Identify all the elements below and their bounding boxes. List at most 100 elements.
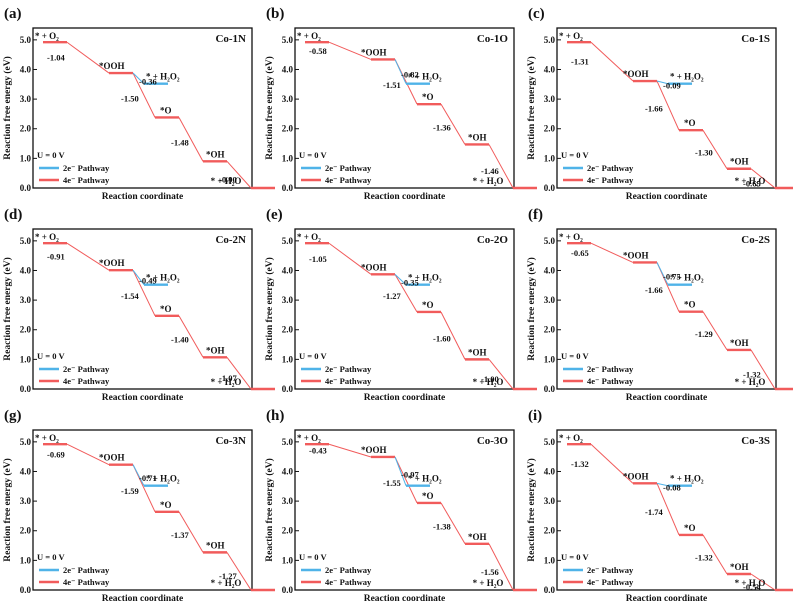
- step-4e-connector: [656, 483, 680, 536]
- potential-label: U = 0 V: [299, 351, 327, 361]
- step-4e-connector: [178, 511, 204, 553]
- delta-label: -1.00: [481, 374, 499, 384]
- legend-label-2e: 2e⁻ Pathway: [63, 163, 110, 173]
- delta-label: -1.05: [309, 254, 327, 264]
- x-axis-title: Reaction coordinate: [626, 594, 708, 604]
- legend-label-4e: 4e⁻ Pathway: [63, 175, 110, 185]
- delta-label: -1.66: [645, 285, 663, 295]
- x-axis-title: Reaction coordinate: [102, 393, 184, 403]
- delta-label: -1.50: [121, 93, 139, 103]
- species-label-o2: * + O₂: [559, 232, 583, 242]
- panel-letter: (e): [266, 207, 283, 223]
- y-tick-label: 5.0: [20, 35, 32, 45]
- y-tick-label: 2.0: [20, 526, 32, 536]
- delta-label: -1.37: [171, 530, 189, 540]
- plot-frame: [556, 228, 777, 390]
- y-tick-label: 5.0: [544, 236, 556, 246]
- panel-letter: (c): [528, 6, 545, 22]
- chart-panel: 0.0 1.0 2.0 3.0 4.0 5.0 Reaction free energy (…: [526, 6, 793, 202]
- y-tick-label: 0.0: [282, 585, 294, 595]
- delta-label: -1.56: [481, 567, 499, 577]
- species-label-o: *O: [684, 300, 696, 310]
- x-axis-title: Reaction coordinate: [364, 192, 446, 202]
- delta-label: -0.69: [47, 449, 65, 459]
- y-tick-label: 1.0: [20, 354, 32, 364]
- delta-label: -1.32: [695, 552, 713, 562]
- species-label-o: *O: [160, 105, 172, 115]
- y-tick-label: 0.0: [20, 585, 32, 595]
- step-4e-connector: [328, 41, 372, 60]
- delta-label: -1.46: [481, 166, 499, 176]
- delta-label: -1.36: [433, 122, 451, 132]
- y-tick-label: 2.0: [20, 325, 32, 335]
- panel-letter: (g): [4, 408, 22, 424]
- delta-label: -1.29: [695, 329, 713, 339]
- step-4e-connector: [440, 103, 466, 145]
- species-label-o: *O: [422, 92, 434, 102]
- y-axis-title: Reaction free energy (eV): [526, 458, 537, 561]
- panel-name: Co-1N: [215, 33, 246, 45]
- panel-name: Co-2N: [215, 234, 246, 246]
- species-label-h2o: * + H₂O: [473, 377, 504, 387]
- step-4e-connector: [226, 552, 252, 591]
- species-label-o2: * + O₂: [297, 232, 321, 242]
- species-label-h2o2: * + H₂O₂: [670, 273, 704, 283]
- delta-label: -0.54: [743, 582, 761, 592]
- delta-label: -1.59: [121, 486, 139, 496]
- step-4e-connector: [488, 543, 514, 591]
- step-2e-connector: [656, 482, 669, 487]
- panel-name: Co-2O: [477, 234, 509, 246]
- step-4e-connector: [702, 534, 728, 575]
- plot-frame: [294, 27, 515, 189]
- species-label-o2: * + O₂: [297, 31, 321, 41]
- x-axis-title: Reaction coordinate: [364, 594, 446, 604]
- y-tick-label: 1.0: [282, 354, 294, 364]
- step-4e-connector: [178, 315, 204, 358]
- step-4e-connector: [440, 311, 466, 360]
- delta-label: -0.97: [401, 469, 419, 479]
- y-axis-title: Reaction free energy (eV): [264, 257, 275, 360]
- species-label-h2o2: * + H₂O₂: [408, 273, 442, 283]
- species-label-h2o: * + H₂O: [211, 578, 242, 588]
- potential-label: U = 0 V: [299, 552, 327, 562]
- y-axis-title: Reaction free energy (eV): [264, 458, 275, 561]
- panel-letter: (i): [528, 408, 542, 424]
- panel-name: Co-3S: [741, 435, 770, 447]
- legend-label-4e: 4e⁻ Pathway: [63, 376, 110, 386]
- species-label-oh: *OH: [206, 540, 225, 550]
- delta-label: -1.38: [433, 521, 451, 531]
- step-4e-connector: [178, 117, 204, 162]
- plot-frame: [32, 429, 253, 591]
- step-4e-connector: [328, 443, 372, 458]
- delta-label: -1.04: [47, 53, 65, 63]
- step-4e-connector: [702, 129, 728, 170]
- delta-label: -1.48: [171, 137, 189, 147]
- delta-label: -0.75: [663, 272, 681, 282]
- step-4e-connector: [66, 41, 110, 74]
- y-axis-title: Reaction free energy (eV): [2, 458, 13, 561]
- y-tick-label: 5.0: [282, 437, 294, 447]
- potential-label: U = 0 V: [561, 150, 589, 160]
- delta-label: -1.27: [383, 291, 401, 301]
- species-label-ooh: *OOH: [99, 61, 125, 71]
- x-axis-title: Reaction coordinate: [626, 393, 708, 403]
- legend-label-2e: 2e⁻ Pathway: [63, 364, 110, 374]
- species-label-ooh: *OOH: [99, 258, 125, 268]
- species-label-h2o2: * + H₂O₂: [146, 474, 180, 484]
- species-label-ooh: *OOH: [99, 453, 125, 463]
- species-label-oh: *OH: [206, 149, 225, 159]
- y-tick-label: 2.0: [544, 325, 556, 335]
- step-4e-connector: [440, 502, 466, 545]
- step-4e-connector: [750, 168, 776, 189]
- legend-label-2e: 2e⁻ Pathway: [587, 364, 634, 374]
- step-2e-connector: [394, 59, 407, 84]
- panel-name: Co-1S: [741, 33, 770, 45]
- delta-label: -0.65: [743, 178, 761, 188]
- y-tick-label: 4.0: [282, 64, 294, 74]
- y-tick-label: 5.0: [282, 236, 294, 246]
- species-label-h2o2: * + H₂O₂: [670, 474, 704, 484]
- step-2e-connector: [656, 80, 669, 85]
- delta-label: -0.49: [139, 275, 157, 285]
- delta-label: -0.65: [571, 248, 589, 258]
